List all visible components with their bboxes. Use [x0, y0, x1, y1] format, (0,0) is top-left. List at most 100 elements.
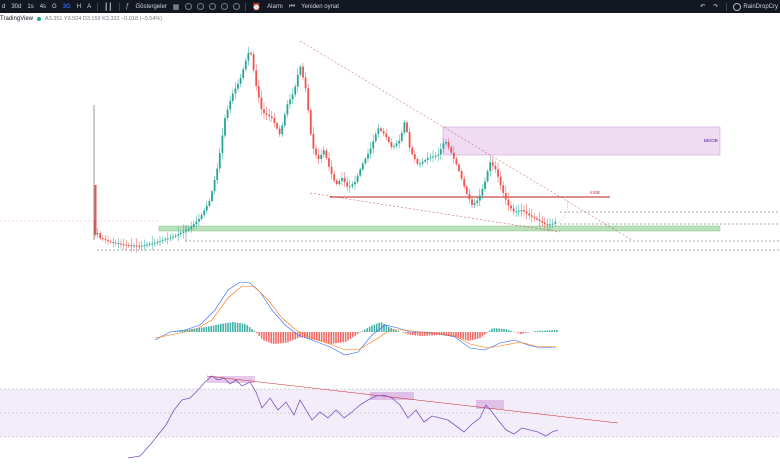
macd-histogram-bar [268, 332, 270, 343]
replay-button[interactable]: Yeniden oynat [301, 3, 339, 10]
compare-icon[interactable] [197, 3, 205, 10]
candle-body [112, 242, 115, 244]
support-zone[interactable] [158, 225, 721, 232]
candle-body [172, 236, 174, 238]
candle-body [546, 224, 549, 226]
template-icon[interactable] [185, 3, 193, 10]
candle-body [156, 241, 159, 243]
timeframe-a[interactable]: A [87, 3, 92, 10]
indicators-icon[interactable]: ƒ [125, 3, 130, 10]
price-pane[interactable]: BE/OB mSB [0, 40, 780, 253]
candle-body [359, 169, 362, 176]
macd-histogram-bar [488, 330, 491, 332]
candle-body [421, 161, 424, 164]
macd-histogram-bar [215, 324, 217, 332]
username-label[interactable]: RainDropCry [743, 3, 778, 10]
candle-body [445, 142, 447, 144]
candle-body [148, 244, 151, 246]
macd-histogram-bar [544, 330, 546, 332]
candle-body [302, 66, 304, 78]
timeframe-30d[interactable]: 30d [11, 3, 22, 10]
candle-body [174, 235, 177, 237]
macd-histogram-bar [428, 332, 431, 336]
macd-histogram-bar [248, 327, 251, 332]
macd-histogram-bar [205, 326, 208, 332]
macd-histogram-bar [385, 325, 388, 332]
candle-body [187, 228, 190, 231]
macd-histogram-bar [452, 332, 455, 337]
rsi-pane[interactable] [0, 375, 780, 459]
macd-histogram-bar [292, 332, 294, 341]
candle-body [164, 239, 167, 241]
macd-histogram-bar [313, 332, 316, 340]
macd-pane[interactable] [154, 281, 558, 356]
candle-body [341, 178, 343, 182]
candle-body [198, 219, 200, 222]
candle-body [101, 238, 104, 240]
candle-body [268, 114, 271, 117]
macd-histogram-bar [414, 332, 416, 336]
supply-zone[interactable] [442, 126, 721, 156]
candle-body [99, 233, 102, 239]
timeframe-1s[interactable]: 1s [27, 3, 34, 10]
macd-histogram-bar [395, 330, 397, 332]
macd-histogram-bar [376, 323, 378, 332]
upper-trendline[interactable] [299, 40, 633, 241]
macd-histogram-bar [246, 325, 248, 332]
candle-body [473, 202, 476, 205]
rsi-highlight [476, 400, 504, 409]
macd-histogram-bar [464, 332, 467, 341]
timeframe-h[interactable]: H [76, 3, 82, 10]
candle-body [127, 245, 130, 247]
macd-histogram-bar [270, 332, 272, 344]
undo-icon[interactable]: ↶ [700, 4, 706, 10]
macd-histogram-bar [344, 332, 347, 343]
symbol-icon[interactable] [209, 3, 217, 10]
candle-body [476, 200, 479, 203]
settings-icon[interactable] [221, 3, 229, 10]
timeframe-g[interactable]: G [52, 3, 57, 10]
alarm-button[interactable]: Alarm [267, 3, 283, 10]
macd-histogram-bar [541, 330, 544, 332]
macd-histogram-bar [277, 332, 280, 344]
redo-icon[interactable]: ↷ [713, 4, 719, 10]
grid-icon[interactable]: ▦ [172, 3, 180, 11]
replay-icon[interactable]: ⏮ [288, 2, 296, 10]
timeframe-3g[interactable]: 3G [62, 3, 71, 10]
indicators-button[interactable]: Göstergeler [135, 3, 167, 10]
candle-body [385, 133, 388, 138]
candle-body [322, 150, 325, 155]
macd-histogram-bar [282, 332, 284, 344]
macd-histogram-bar [472, 332, 474, 340]
user-avatar-icon[interactable] [733, 2, 742, 11]
macd-histogram-bar [450, 332, 452, 337]
candle-body [533, 216, 536, 219]
candle-body [424, 159, 427, 162]
candle-body [114, 242, 117, 244]
candle-body [143, 245, 146, 247]
candle-body [395, 143, 398, 146]
macd-histogram-bar [181, 330, 184, 332]
timeframe-d[interactable]: d [2, 3, 6, 10]
candle-body [419, 163, 421, 165]
macd-histogram-bar [239, 323, 241, 332]
macd-histogram-bar [524, 332, 527, 334]
macd-histogram-bar [251, 328, 253, 332]
layout-icon[interactable] [233, 3, 241, 10]
candle-body [289, 99, 291, 105]
candle-body [229, 100, 232, 110]
macd-histogram-bar [359, 332, 361, 333]
timeframe-4s[interactable]: 4s [39, 3, 47, 10]
macd-histogram-bar [474, 332, 476, 340]
candle-body [234, 88, 237, 94]
candle-body [224, 118, 226, 136]
macd-histogram-bar [467, 332, 469, 341]
candle-body [536, 218, 538, 220]
alarm-icon[interactable]: ⏰ [252, 3, 262, 11]
rsi-highlight [207, 376, 255, 383]
macd-histogram-bar [527, 332, 529, 333]
candle-body [325, 150, 328, 158]
candle-body [208, 201, 211, 206]
candle-type-icon[interactable]: ┃┃ [104, 3, 113, 11]
